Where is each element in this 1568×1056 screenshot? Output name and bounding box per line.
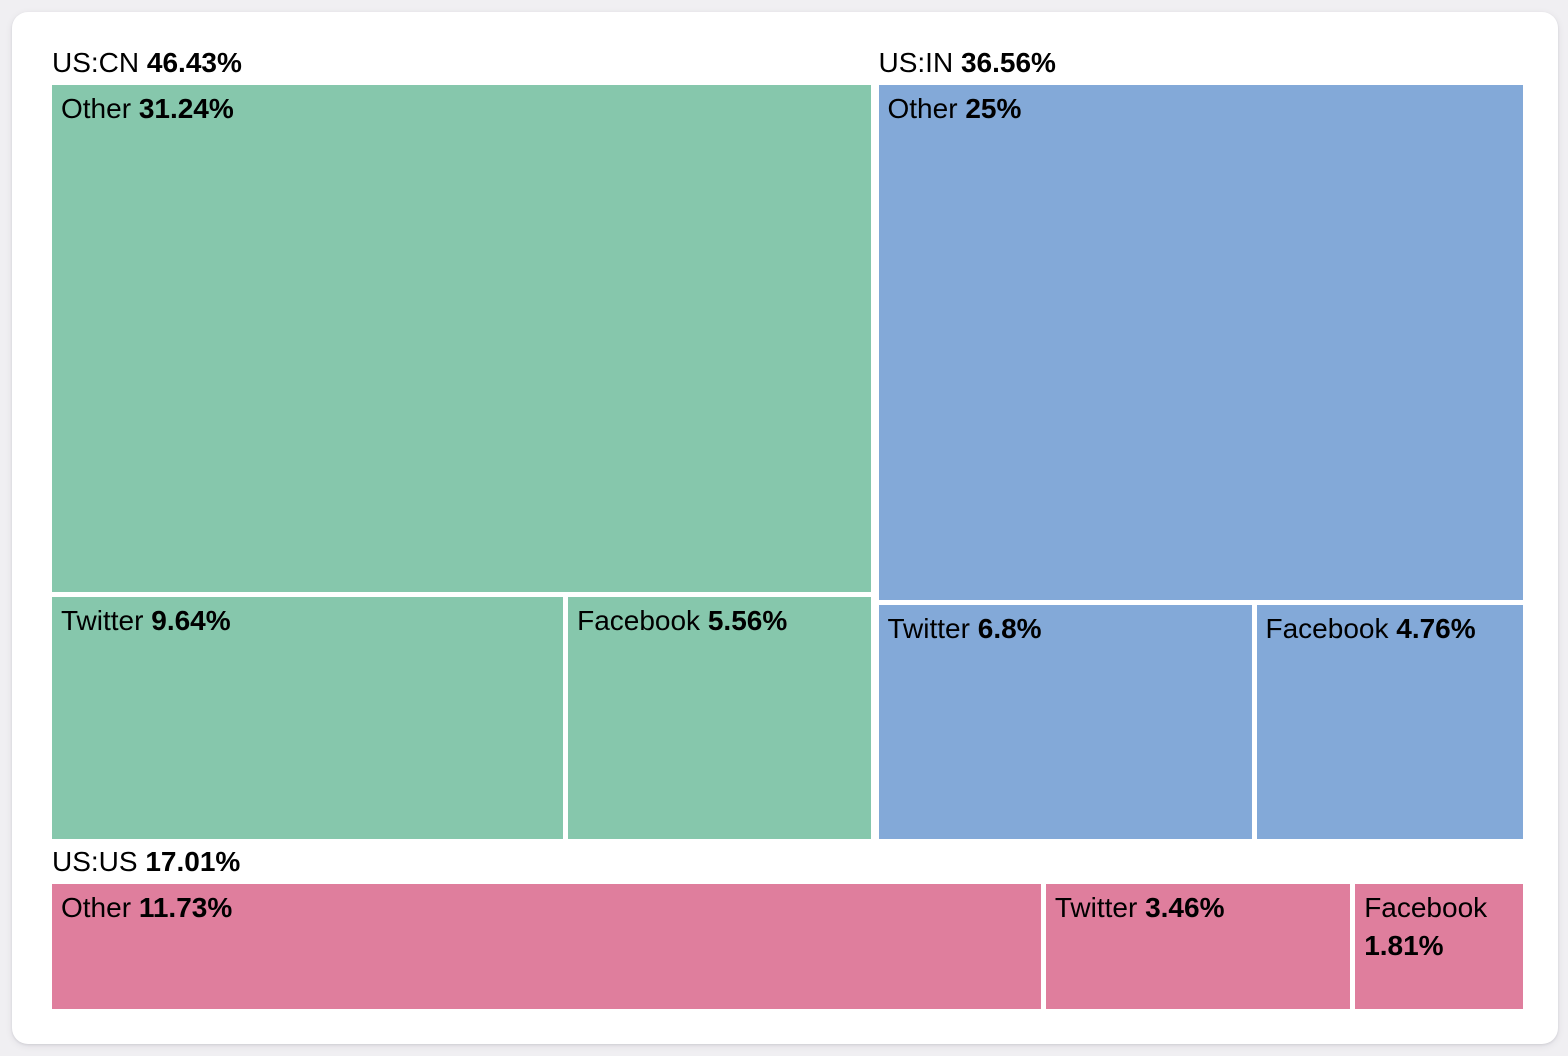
cell-label: Other xyxy=(61,93,132,124)
subrow-us-cn: Twitter 9.64% Facebook 5.56% xyxy=(52,597,871,839)
cell-label: Facebook xyxy=(577,605,701,637)
group-cells-us-in: Other 25% Twitter 6.8% Facebook 4.76% xyxy=(878,85,1523,839)
treemap-card: US:CN 46.43% Other 31.24% Twitter 9.64% xyxy=(12,12,1558,1044)
group-us-us: US:US 17.01% Other 11.73% Twitter 3.46% … xyxy=(52,847,1523,1009)
group-label-us-in: US:IN 36.56% xyxy=(879,48,1524,85)
group-us-cn: US:CN 46.43% Other 31.24% Twitter 9.64% xyxy=(52,48,871,839)
cell-percent: 1.81% xyxy=(1364,929,1444,961)
cell-label: Other xyxy=(887,93,958,124)
group-cells-us-us: Other 11.73% Twitter 3.46% Facebook 1.81… xyxy=(52,883,1523,1009)
cell-label: Other xyxy=(61,891,132,923)
cell-percent: 31.24% xyxy=(138,93,234,124)
group-percent: 36.56% xyxy=(960,48,1056,78)
cell-label: Facebook xyxy=(1364,891,1488,923)
cell-percent: 3.46% xyxy=(1145,891,1225,923)
cell-percent: 5.56% xyxy=(707,605,788,637)
cell-us-us-facebook[interactable]: Facebook 1.81% xyxy=(1355,883,1523,1009)
cell-us-in-facebook[interactable]: Facebook 4.76% xyxy=(1256,605,1523,839)
cell-us-cn-other[interactable]: Other 31.24% xyxy=(52,85,871,593)
group-percent: 17.01% xyxy=(145,846,241,877)
cell-us-in-twitter[interactable]: Twitter 6.8% xyxy=(878,605,1252,839)
cell-label: Facebook xyxy=(1265,613,1389,645)
group-us-in: US:IN 36.56% Other 25% Twitter 6.8% xyxy=(878,48,1524,839)
cell-percent: 11.73% xyxy=(138,891,233,923)
treemap-top-row: US:CN 46.43% Other 31.24% Twitter 9.64% xyxy=(52,48,1523,839)
cell-us-cn-twitter[interactable]: Twitter 9.64% xyxy=(52,597,564,839)
group-name: US:IN xyxy=(878,48,954,78)
cell-label: Twitter xyxy=(61,605,144,637)
group-label-us-us: US:US 17.01% xyxy=(52,847,1523,884)
group-label-us-cn: US:CN 46.43% xyxy=(52,48,871,85)
cell-us-in-other[interactable]: Other 25% xyxy=(878,85,1523,601)
treemap-chart: US:CN 46.43% Other 31.24% Twitter 9.64% xyxy=(52,48,1523,1009)
cell-percent: 6.8% xyxy=(977,613,1042,645)
group-cells-us-cn: Other 31.24% Twitter 9.64% Facebook 5.56… xyxy=(52,85,871,839)
cell-label: Twitter xyxy=(1054,891,1138,923)
cell-label: Twitter xyxy=(887,613,970,645)
cell-us-cn-facebook[interactable]: Facebook 5.56% xyxy=(568,597,871,839)
cell-us-us-twitter[interactable]: Twitter 3.46% xyxy=(1045,883,1351,1009)
group-name: US:CN xyxy=(52,48,140,78)
group-name: US:US xyxy=(52,846,138,877)
subrow-us-in: Twitter 6.8% Facebook 4.76% xyxy=(878,605,1523,839)
cell-percent: 9.64% xyxy=(151,605,231,637)
cell-percent: 25% xyxy=(965,93,1022,124)
cell-us-us-other[interactable]: Other 11.73% xyxy=(52,883,1041,1009)
cell-percent: 4.76% xyxy=(1396,613,1476,645)
group-percent: 46.43% xyxy=(146,48,242,78)
